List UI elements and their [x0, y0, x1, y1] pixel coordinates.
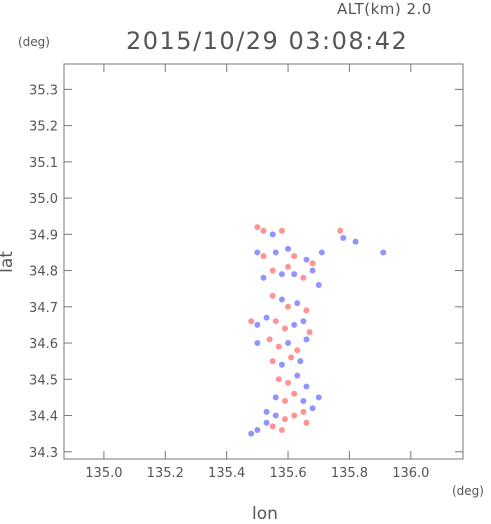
data-point	[254, 224, 261, 231]
y-tick-label: 34.4	[29, 410, 58, 425]
data-point	[352, 238, 359, 245]
data-point	[315, 282, 322, 289]
y-tick-label: 34.3	[29, 446, 58, 461]
data-point	[294, 347, 301, 354]
data-point	[303, 336, 310, 343]
data-point	[278, 296, 285, 303]
x-axis-ticks: 135.0 135.2 135.4 135.6 135.8 136.0	[85, 64, 429, 481]
x-tick-label: 135.0	[85, 466, 122, 481]
x-tick-label: 135.6	[269, 466, 306, 481]
data-point	[303, 419, 310, 426]
data-point	[318, 249, 325, 256]
x-tick-label: 135.8	[331, 466, 368, 481]
data-point	[300, 274, 307, 281]
data-point	[281, 416, 288, 423]
data-point	[281, 325, 288, 332]
data-point	[263, 408, 270, 415]
data-point	[263, 419, 270, 426]
x-tick-label: 135.2	[147, 466, 184, 481]
y-tick-label: 34.6	[29, 337, 58, 352]
y-tick-label: 34.7	[29, 301, 58, 316]
data-point	[260, 227, 267, 234]
data-point	[260, 253, 267, 260]
data-point	[269, 423, 276, 430]
data-point	[272, 249, 279, 256]
data-point	[254, 340, 261, 347]
data-point	[309, 405, 316, 412]
y-tick-label: 35.0	[29, 192, 58, 207]
data-point	[269, 358, 276, 365]
data-point	[285, 263, 292, 270]
data-point	[278, 427, 285, 434]
data-point	[248, 430, 255, 437]
y-axis-unit: (deg)	[18, 35, 50, 49]
data-point	[380, 249, 387, 256]
y-tick-label: 34.5	[29, 373, 58, 388]
data-point	[291, 390, 298, 397]
data-point	[285, 303, 292, 310]
data-point	[285, 245, 292, 252]
data-point	[300, 318, 307, 325]
data-point	[254, 427, 261, 434]
data-point	[291, 321, 298, 328]
data-point	[294, 300, 301, 307]
data-point	[291, 271, 298, 278]
data-point	[260, 274, 267, 281]
data-point	[297, 358, 304, 365]
data-point	[300, 408, 307, 415]
data-point	[303, 256, 310, 263]
data-point	[337, 227, 344, 234]
data-point	[269, 267, 276, 274]
data-point	[303, 383, 310, 390]
data-point	[300, 398, 307, 405]
x-tick-label: 135.4	[208, 466, 245, 481]
y-tick-label: 35.2	[29, 120, 58, 135]
data-point	[278, 227, 285, 234]
data-point	[340, 234, 347, 241]
data-point	[269, 292, 276, 299]
x-axis-unit: (deg)	[452, 484, 484, 498]
data-point	[272, 318, 279, 325]
data-point	[281, 398, 288, 405]
data-point	[275, 343, 282, 350]
data-point	[309, 260, 316, 267]
data-point	[278, 361, 285, 368]
altitude-label: ALT(km) 2.0	[337, 0, 432, 18]
data-point	[254, 321, 261, 328]
data-point	[272, 412, 279, 419]
x-tick-label: 136.0	[392, 466, 429, 481]
x-axis-label: lon	[252, 504, 278, 524]
data-point	[266, 336, 273, 343]
data-point	[275, 376, 282, 383]
data-point	[315, 394, 322, 401]
y-tick-label: 35.3	[29, 83, 58, 98]
data-point	[309, 267, 316, 274]
y-tick-label: 34.9	[29, 228, 58, 243]
data-point	[263, 314, 270, 321]
data-point	[285, 340, 292, 347]
plot-frame	[63, 63, 464, 460]
data-point	[254, 249, 261, 256]
data-point	[269, 231, 276, 238]
data-point	[291, 253, 298, 260]
y-tick-label: 34.8	[29, 265, 58, 280]
data-points	[248, 224, 387, 437]
data-point	[278, 271, 285, 278]
y-axis-ticks: 34.3 34.4 34.5 34.6 34.7 34.8 34.9 35.0 35.1 35.2…	[29, 83, 463, 461]
y-tick-label: 35.1	[29, 156, 58, 171]
data-point	[285, 379, 292, 386]
data-point	[306, 329, 313, 336]
data-point	[291, 412, 298, 419]
data-point	[294, 372, 301, 379]
data-point	[303, 307, 310, 314]
data-point	[288, 354, 295, 361]
data-point	[248, 318, 255, 325]
timestamp-title: 2015/10/29 03:08:42	[126, 27, 409, 55]
data-point	[272, 394, 279, 401]
